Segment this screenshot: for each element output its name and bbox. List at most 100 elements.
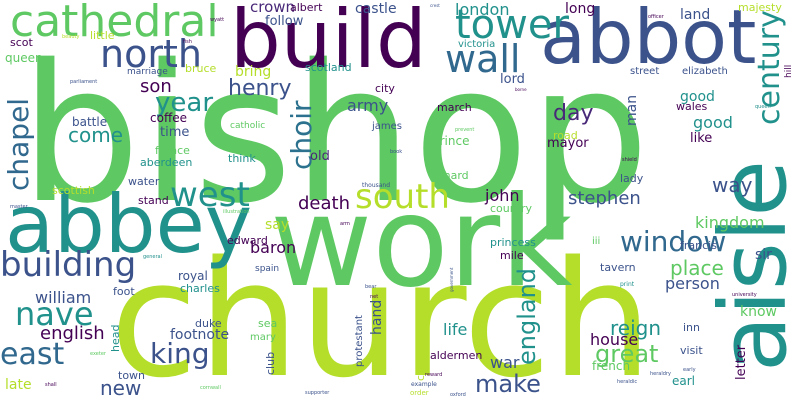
word: mary: [250, 332, 276, 343]
word: death: [298, 193, 350, 214]
word: place: [670, 256, 724, 280]
word: window: [620, 225, 727, 258]
word: army: [347, 96, 389, 115]
word: like: [690, 131, 713, 146]
word: richard: [430, 169, 469, 182]
word: way: [712, 173, 753, 197]
word: think: [228, 152, 256, 165]
word: book: [390, 149, 403, 155]
word: queen: [5, 51, 43, 65]
word: tower: [455, 2, 569, 48]
word: charles: [180, 282, 220, 295]
word: follow: [265, 14, 304, 29]
word: town: [118, 369, 146, 382]
word: oxford: [450, 392, 466, 398]
word: foot: [113, 285, 135, 298]
word: lord: [500, 72, 525, 87]
word: england: [513, 267, 541, 365]
word: stephen: [568, 188, 641, 209]
word: general: [143, 254, 163, 260]
word: victoria: [458, 39, 496, 50]
word: heraldic: [617, 379, 638, 385]
word: great: [595, 340, 659, 368]
word: borne: [515, 87, 527, 92]
word: life: [443, 320, 468, 339]
word: french: [592, 359, 631, 373]
word: coffee: [150, 111, 187, 125]
word: say: [265, 217, 290, 233]
word: illustration: [223, 209, 250, 215]
word: king: [150, 337, 210, 370]
word: reign: [610, 316, 662, 340]
word: elizabeth: [682, 66, 728, 77]
word: edward: [227, 234, 268, 247]
word: net: [370, 294, 379, 300]
word: duke: [195, 317, 222, 330]
word: bruce: [185, 62, 217, 75]
word: old: [310, 149, 330, 164]
word: come: [68, 123, 124, 147]
word: scotland: [305, 61, 352, 74]
word: chapel: [2, 97, 35, 191]
word: city: [375, 82, 395, 95]
word: know: [740, 304, 777, 320]
word: mayor: [547, 136, 589, 151]
word: land: [680, 7, 711, 23]
word: battle: [72, 115, 108, 129]
word: albert: [290, 1, 323, 14]
word: reward: [425, 372, 443, 378]
word: john: [485, 186, 520, 205]
word: hand: [369, 299, 385, 335]
word: queen: [755, 104, 771, 110]
word: prince: [432, 134, 470, 148]
word: bishop: [20, 24, 650, 245]
word: aberdeen: [140, 156, 193, 169]
word: time: [160, 125, 190, 140]
word: little: [90, 29, 115, 42]
word: sir: [755, 247, 772, 263]
word: london: [455, 0, 510, 19]
word: country: [490, 202, 533, 215]
word: example: [411, 381, 437, 388]
word: scot: [10, 36, 33, 49]
word: war: [490, 353, 520, 372]
word: shall: [45, 382, 57, 388]
word: scottish: [52, 184, 95, 197]
word: english: [40, 323, 105, 344]
word: bring: [235, 64, 272, 80]
word: arm: [340, 221, 350, 227]
word: head: [109, 324, 122, 352]
word: beauty: [62, 34, 80, 40]
word: protestant: [354, 315, 365, 367]
word: abbey: [5, 178, 253, 271]
word: wales: [676, 100, 708, 113]
word: henry: [228, 76, 292, 101]
word: crown: [250, 0, 296, 16]
word: print: [620, 281, 635, 288]
word: sea: [258, 317, 278, 330]
word: castle: [355, 1, 397, 17]
word: order: [410, 389, 429, 397]
word: cathedral: [10, 0, 219, 47]
word: royal: [178, 269, 208, 283]
word: good: [680, 89, 715, 105]
word: man: [624, 94, 640, 126]
word: parliament: [70, 79, 98, 85]
word: inn: [683, 321, 700, 334]
word: france: [155, 144, 190, 157]
word: cornwall: [200, 385, 221, 391]
word: fish: [183, 39, 192, 45]
word: baron: [250, 238, 297, 257]
word: good: [693, 113, 733, 132]
word: house: [590, 330, 639, 349]
word: wall: [445, 37, 521, 81]
word: supporter: [305, 390, 330, 396]
word: hill: [784, 64, 794, 78]
word: club: [264, 351, 277, 375]
word: west: [170, 175, 250, 215]
word: visit: [680, 344, 703, 357]
word: master: [10, 204, 28, 210]
word: early: [683, 367, 696, 373]
word: heraldry: [650, 371, 671, 377]
